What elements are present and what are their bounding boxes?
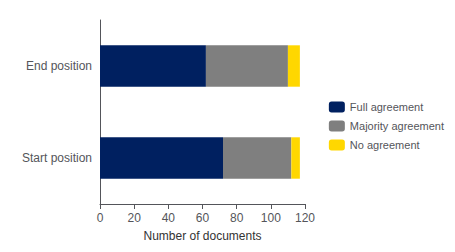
svg-text:80: 80: [230, 211, 244, 225]
svg-text:Start position: Start position: [22, 151, 92, 165]
svg-text:Number of documents: Number of documents: [143, 229, 261, 243]
svg-text:120: 120: [295, 211, 315, 225]
svg-text:Full agreement: Full agreement: [350, 101, 423, 113]
svg-text:0: 0: [97, 211, 104, 225]
svg-text:End position: End position: [26, 59, 92, 73]
svg-text:No agreement: No agreement: [350, 139, 420, 151]
svg-text:100: 100: [261, 211, 281, 225]
svg-text:40: 40: [162, 211, 176, 225]
svg-text:20: 20: [127, 211, 141, 225]
svg-text:60: 60: [196, 211, 210, 225]
svg-text:Majority agreement: Majority agreement: [350, 120, 444, 132]
